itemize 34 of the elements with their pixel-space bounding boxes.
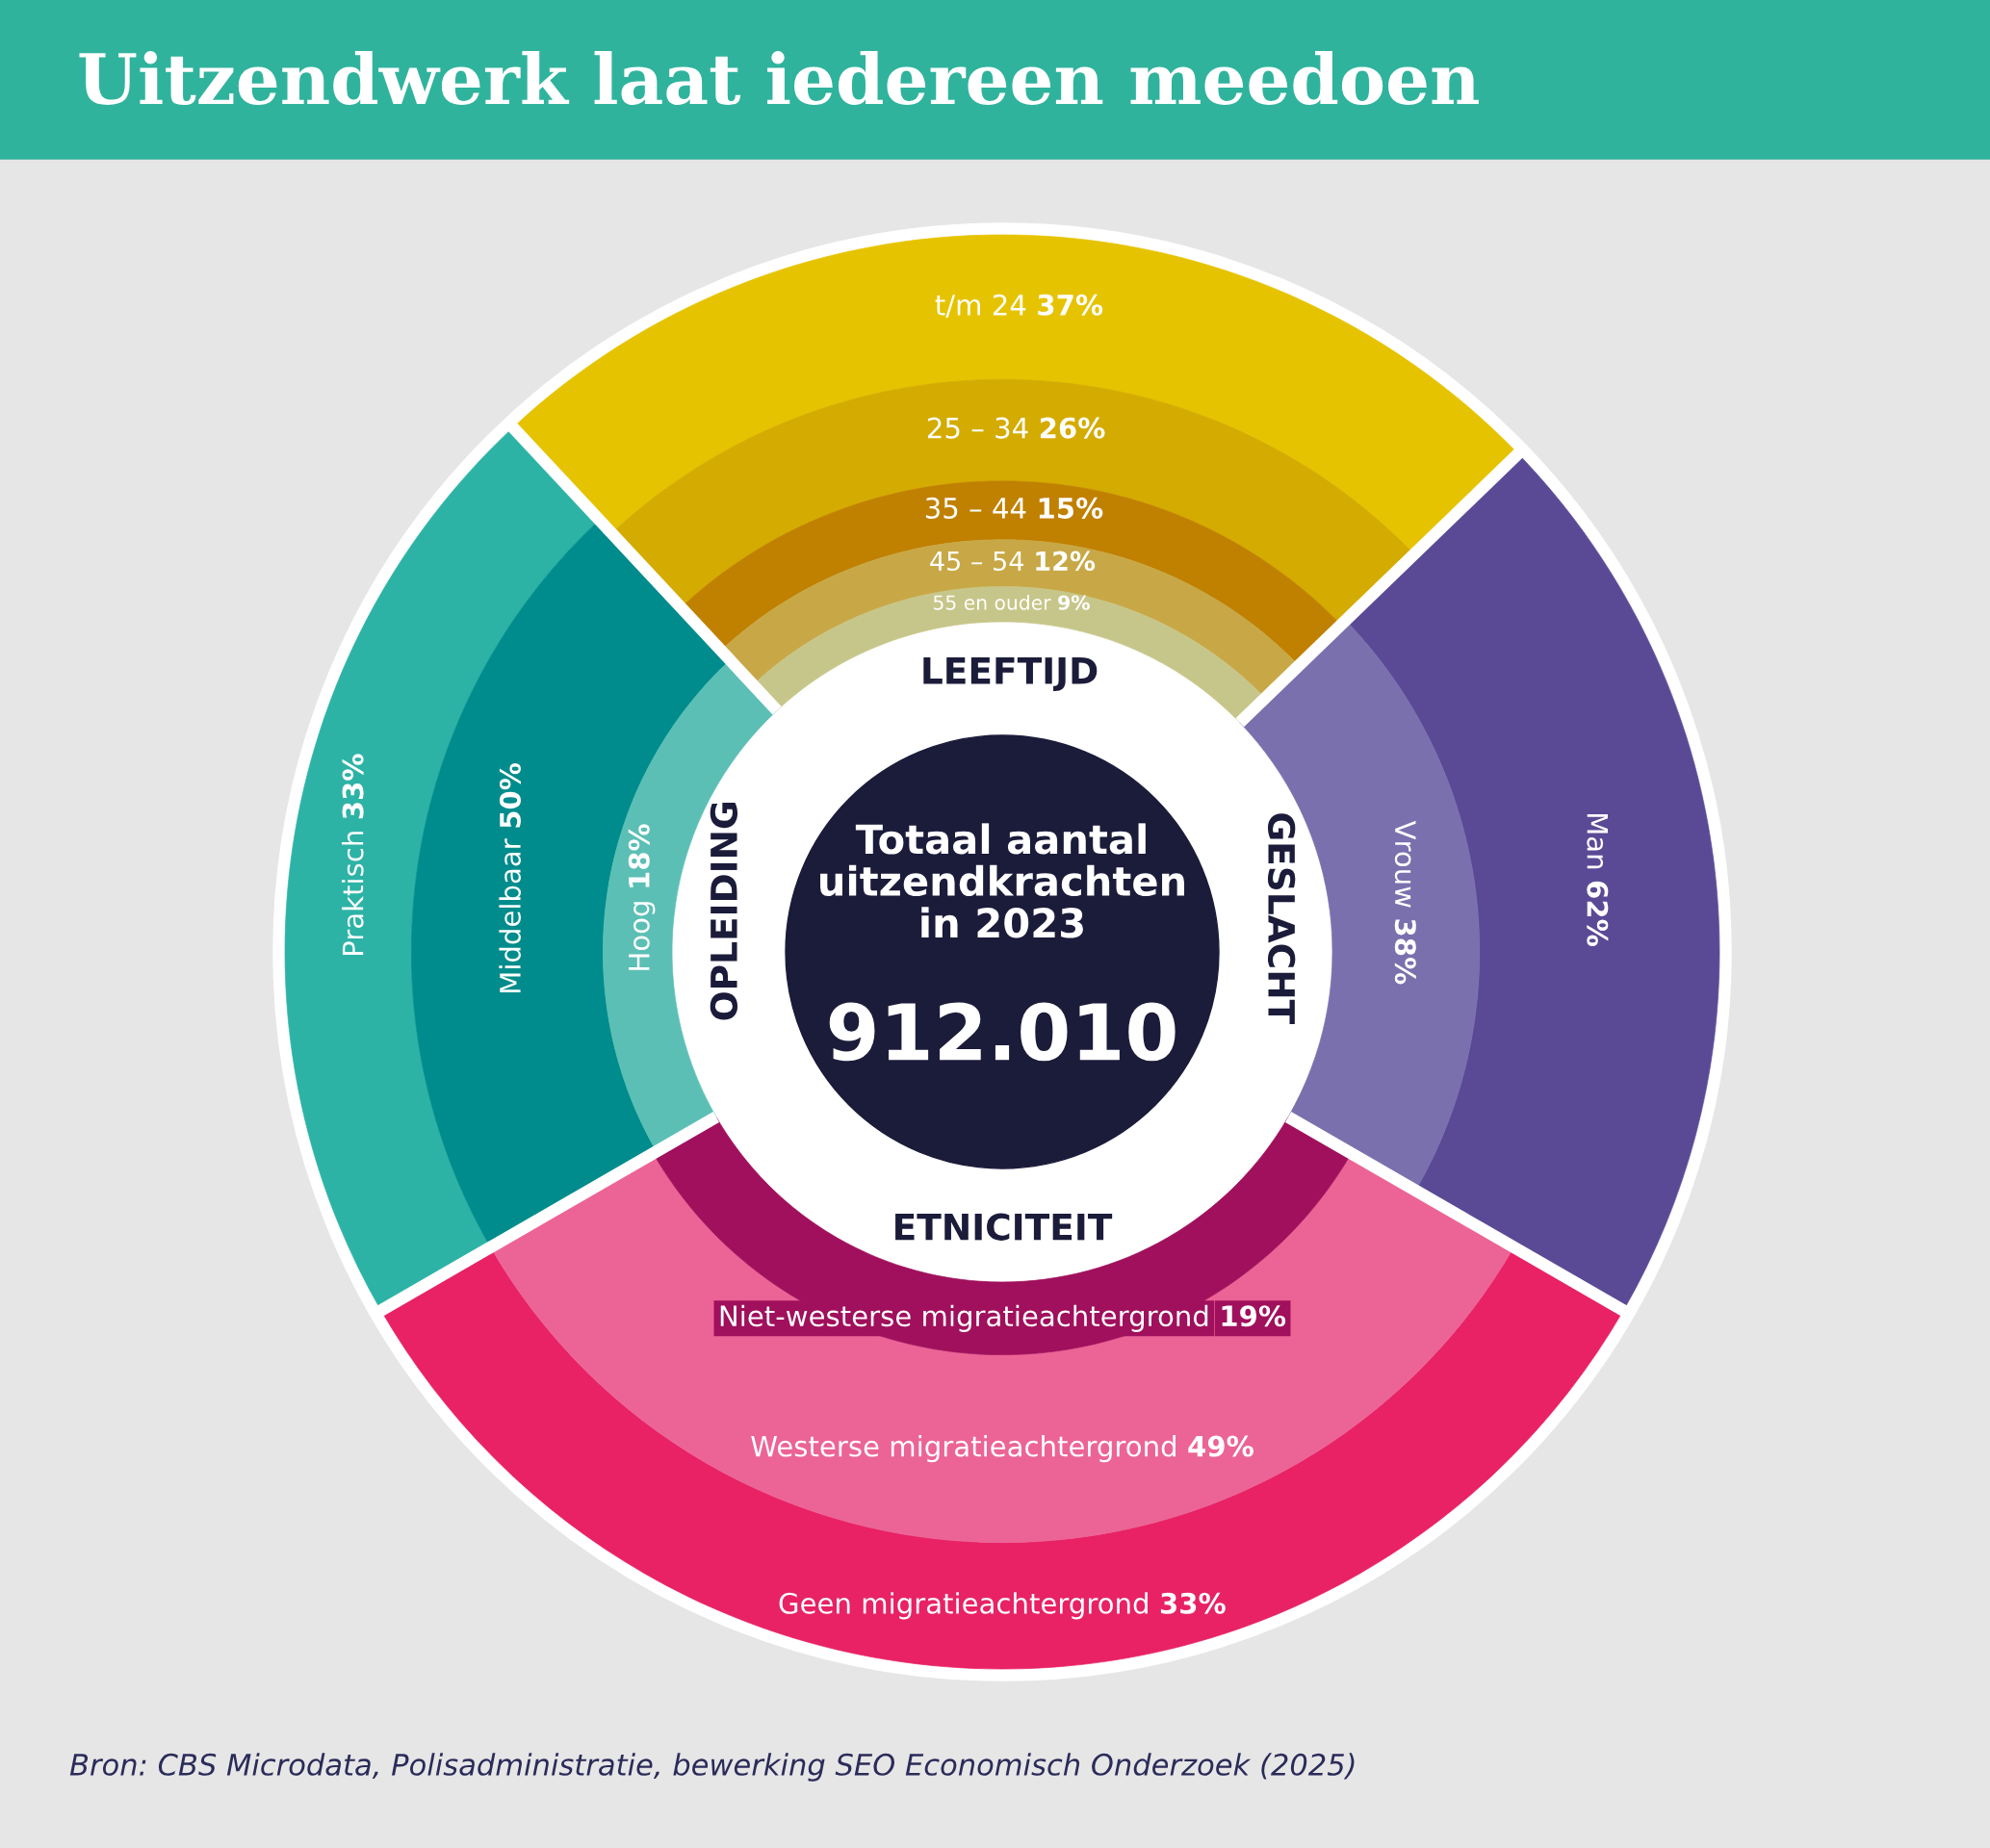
data-label: 33% — [342, 754, 364, 819]
category-label: 55 en ouder — [933, 595, 1051, 610]
category-label: Geen migratieachtergrond — [779, 1592, 1148, 1620]
data-label: 26% — [1040, 417, 1105, 439]
text: GESLACHT — [1267, 813, 1296, 1024]
text: LEEFTIJD — [923, 657, 1098, 691]
category-label: Niet-westerse migratieachtergrond — [720, 1304, 1208, 1332]
data-label: 62% — [1587, 881, 1609, 946]
text: Totaal aantal uitzendkrachten in 2023 — [820, 823, 1184, 938]
category-label: Vrouw — [1394, 820, 1416, 908]
category-label: t/m 24 — [935, 294, 1026, 319]
data-label: 18% — [628, 824, 650, 887]
text: OPLEIDING — [710, 803, 738, 1020]
category-label: Hoog — [629, 902, 656, 970]
category-label: Praktisch — [342, 832, 364, 955]
text: 912.010 — [829, 1002, 1176, 1062]
category-label: 45 – 54 — [930, 551, 1023, 572]
category-label: Westerse migratieachtergrond — [751, 1435, 1176, 1463]
category-label: Man — [1587, 813, 1608, 869]
category-label: 35 – 44 — [925, 497, 1026, 519]
data-label: 50% — [499, 762, 521, 828]
data-label: 37% — [1038, 294, 1103, 316]
text: Uitzendwerk laat iedereen meedoen — [79, 51, 1479, 105]
data-label: 15% — [1039, 497, 1103, 519]
text: Bron: CBS Microdata, Polisadministratie, bewerking SEO Economisch Onderzoek (2025) — [69, 1753, 1355, 1782]
text: ETNICITEIT — [895, 1213, 1113, 1241]
data-label: 9% — [1058, 595, 1090, 610]
category-label: 25 – 34 — [928, 417, 1028, 439]
data-label: 19% — [1222, 1305, 1286, 1327]
data-label: 38% — [1394, 919, 1416, 985]
category-label: Middelbaar — [499, 838, 521, 993]
data-label: 33% — [1160, 1592, 1226, 1614]
data-label: 49% — [1188, 1435, 1253, 1457]
data-label: 12% — [1036, 551, 1096, 572]
